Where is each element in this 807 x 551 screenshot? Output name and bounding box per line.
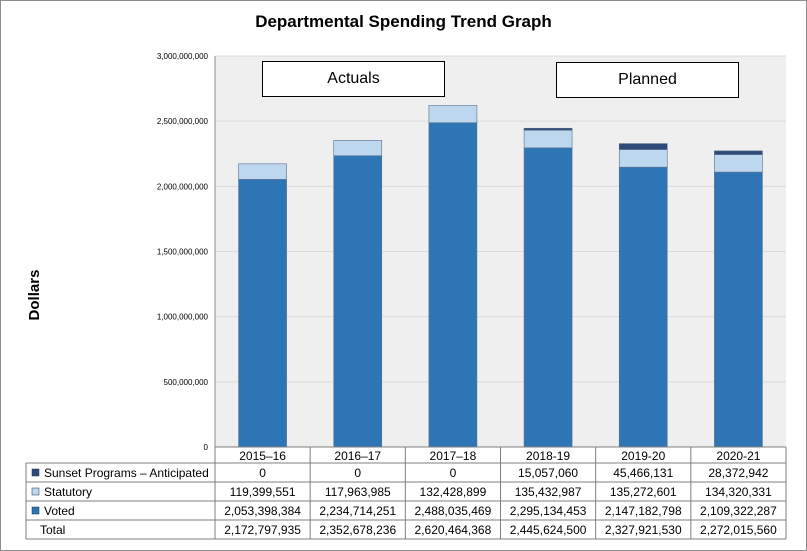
y-tick-label: 1,000,000,000: [157, 313, 209, 322]
legend-label: Sunset Programs – Anticipated: [44, 466, 209, 480]
table-cell: 2,327,921,530: [605, 523, 682, 537]
bar-statutory: [428, 105, 478, 124]
legend-swatch: [31, 506, 40, 515]
table-cell: 2,488,035,469: [415, 504, 492, 518]
table-cell: 0: [354, 466, 361, 480]
x-tick-label: 2019-20: [621, 449, 665, 463]
table-cell: 2,272,015,560: [700, 523, 777, 537]
bar-voted: [333, 155, 383, 448]
bar-statutory: [238, 163, 287, 180]
x-tick-label: 2020-21: [716, 449, 760, 463]
y-tick-label: 2,500,000,000: [157, 117, 209, 126]
table-cell: 2,295,134,453: [510, 504, 587, 518]
y-tick-label: 2,000,000,000: [157, 182, 209, 191]
table-cell: 15,057,060: [518, 466, 578, 480]
table-cell: 0: [450, 466, 457, 480]
table-cell: 0: [259, 466, 266, 480]
table-cell: 132,428,899: [420, 485, 487, 499]
legend-label: Statutory: [44, 485, 92, 499]
chart-title: Departmental Spending Trend Graph: [255, 12, 552, 31]
table-cell: 2,053,398,384: [224, 504, 301, 518]
x-tick-label: 2018-19: [526, 449, 570, 463]
bar-statutory: [714, 154, 763, 173]
bar-statutory: [333, 140, 383, 157]
x-tick-label: 2016–17: [334, 449, 381, 463]
table-cell: 2,352,678,236: [319, 523, 396, 537]
actuals-label-box: Actuals: [262, 61, 445, 97]
table-row-label: Total: [40, 523, 65, 537]
table-cell: 2,234,714,251: [319, 504, 396, 518]
bar-statutory: [523, 129, 573, 149]
y-tick-label: 500,000,000: [164, 378, 209, 387]
x-tick-label: 2015–16: [239, 449, 286, 463]
legend-swatch: [31, 468, 40, 477]
table-cell: 2,109,322,287: [700, 504, 777, 518]
table-cell: 119,399,551: [230, 485, 296, 499]
table-cell: 28,372,942: [708, 466, 768, 480]
legend-label: Voted: [44, 504, 75, 518]
planned-label-box: Planned: [556, 62, 739, 98]
table-cell: 135,432,987: [515, 485, 582, 499]
bar-sunset: [714, 150, 763, 155]
bar-voted: [714, 171, 763, 448]
bar-sunset: [523, 127, 573, 131]
table-cell: 135,272,601: [610, 485, 677, 499]
table-cell: 2,445,624,500: [510, 523, 587, 537]
y-tick-label: 1,500,000,000: [157, 248, 209, 257]
table-cell: 2,620,464,368: [415, 523, 492, 537]
bar-statutory: [618, 149, 668, 168]
legend-swatch: [31, 487, 40, 496]
table-cell: 117,963,985: [325, 485, 391, 499]
bar-voted: [238, 179, 287, 448]
table-cell: 2,147,182,798: [605, 504, 682, 518]
y-tick-label: 0: [204, 443, 209, 452]
bar-voted: [428, 122, 478, 448]
x-tick-label: 2017–18: [430, 449, 477, 463]
table-cell: 45,466,131: [613, 466, 673, 480]
table-cell: 2,172,797,935: [224, 523, 301, 537]
y-tick-label: 3,000,000,000: [157, 52, 209, 61]
bar-voted: [523, 147, 573, 448]
table-cell: 134,320,331: [705, 485, 772, 499]
bar-sunset: [618, 143, 668, 150]
bar-voted: [618, 166, 668, 448]
